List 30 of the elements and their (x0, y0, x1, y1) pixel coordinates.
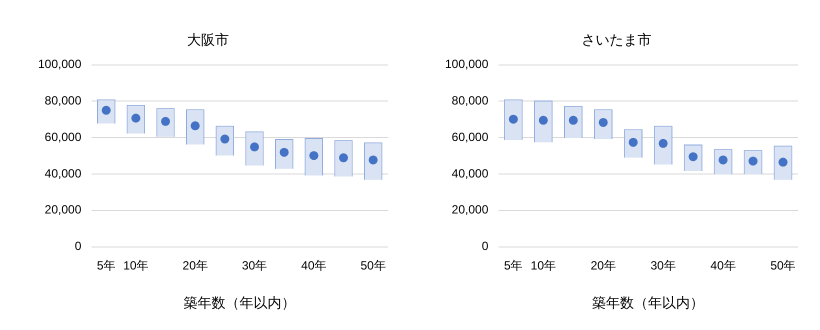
chart-title: 大阪市 (187, 31, 229, 48)
x-tick-label: 30年 (242, 258, 268, 272)
point (508, 114, 518, 124)
y-tick-label: 0 (482, 239, 489, 254)
x-tick-label: 10年 (123, 258, 149, 272)
x-tick-label: 10年 (530, 258, 556, 272)
x-axis-title: 築年数（年以内） (184, 294, 296, 310)
x-tick-label: 20年 (590, 258, 616, 272)
x-tick-label: 50年 (360, 258, 386, 272)
x-tick-label: 5年 (96, 258, 116, 272)
y-tick-label: 20,000 (44, 202, 82, 217)
x-tick-label: 5年 (504, 258, 523, 272)
y-tick-label: 80,000 (44, 94, 82, 108)
x-tick-label: 30年 (650, 258, 676, 272)
y-tick-label: 0 (74, 239, 82, 254)
y-tick-label: 40,000 (44, 166, 82, 180)
chart-title: さいたま市 (582, 31, 652, 48)
y-tick-label: 20,000 (452, 202, 489, 217)
x-tick-label: 40年 (710, 258, 736, 272)
x-axis-title: 築年数（年以内） (592, 294, 704, 310)
x-tick-label: 50年 (770, 258, 796, 272)
y-tick-label: 60,000 (452, 130, 489, 144)
y-tick-label: 100,000 (444, 57, 489, 72)
x-tick-label: 20年 (182, 258, 208, 272)
y-tick-label: 40,000 (452, 166, 489, 180)
y-tick-label: 100,000 (38, 57, 82, 72)
y-tick-label: 60,000 (44, 130, 82, 144)
point (538, 116, 548, 125)
y-tick-label: 80,000 (452, 94, 489, 108)
x-tick-label: 40年 (301, 258, 327, 272)
